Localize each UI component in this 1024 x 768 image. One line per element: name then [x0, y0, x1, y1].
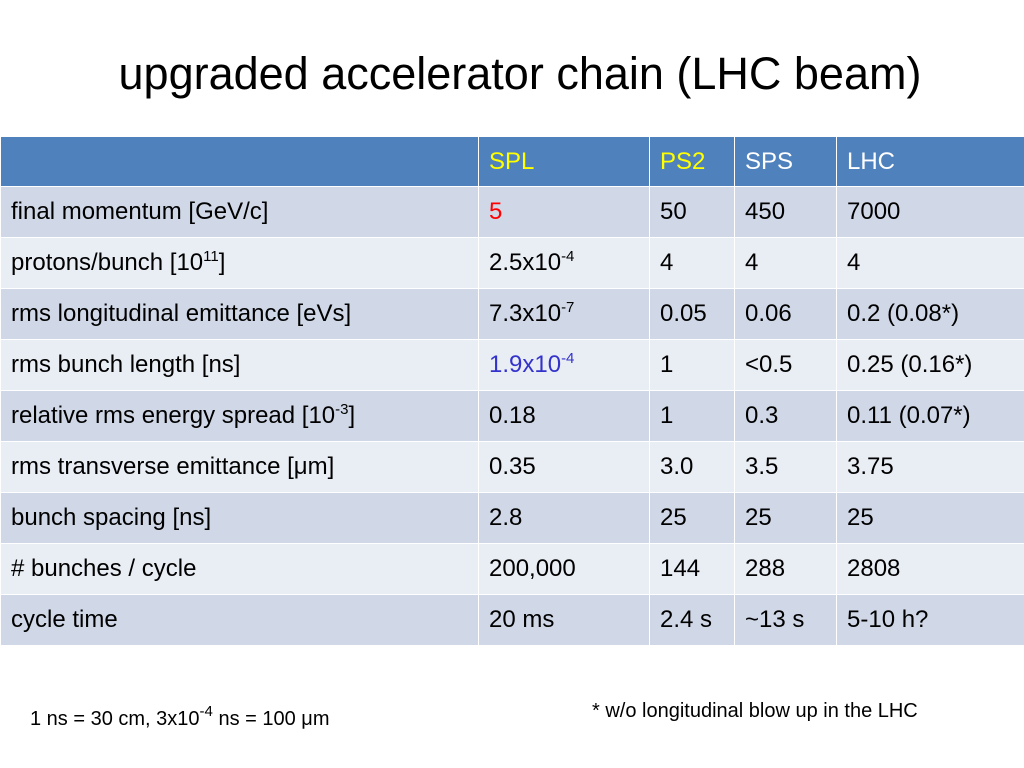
- cell-spl-base: 7.3x10: [489, 300, 562, 327]
- cell-spl-base: 2.5x10: [489, 249, 562, 276]
- cell-sps: 4: [734, 237, 837, 289]
- slide-title: upgraded accelerator chain (LHC beam): [118, 48, 922, 99]
- cell-lhc: 7000: [836, 186, 1024, 238]
- cell-spl-exponent: -4: [561, 350, 575, 367]
- table-row: final momentum [GeV/c] 5 50 450 7000: [0, 186, 1024, 238]
- table-row: # bunches / cycle 200,000 144 288 2808: [0, 543, 1024, 595]
- cell-sps: 450: [734, 186, 837, 238]
- cell-ps2: 1: [649, 390, 735, 442]
- table-row: bunch spacing [ns] 2.8 25 25 25: [0, 492, 1024, 544]
- cell-sps: 0.3: [734, 390, 837, 442]
- cell-spl: 2.8: [478, 492, 650, 544]
- row-label: rms transverse emittance [μm]: [0, 441, 479, 493]
- header-cell-spl: SPL: [478, 136, 650, 187]
- table-row: rms transverse emittance [μm] 0.35 3.0 3…: [0, 441, 1024, 493]
- cell-spl: 7.3x10-7: [478, 288, 650, 340]
- cell-lhc: 25: [836, 492, 1024, 544]
- footnote-conversion-text: 1 ns = 30 cm, 3x10: [30, 708, 200, 730]
- cell-spl: 0.18: [478, 390, 650, 442]
- row-label: # bunches / cycle: [0, 543, 479, 595]
- parameter-table: SPL PS2 SPS LHC final momentum [GeV/c] 5…: [0, 136, 1024, 646]
- row-label-exponent: -3: [335, 401, 349, 418]
- cell-spl: 2.5x10-4: [478, 237, 650, 289]
- header-cell-empty: [0, 136, 479, 187]
- row-label-suffix: ]: [348, 402, 356, 429]
- row-label-suffix: ]: [218, 249, 226, 276]
- table-row: protons/bunch [1011] 2.5x10-4 4 4 4: [0, 237, 1024, 289]
- row-label-text: relative rms energy spread [10: [11, 402, 336, 429]
- cell-ps2: 2.4 s: [649, 594, 735, 646]
- footnote-conversion-exponent: -4: [199, 703, 213, 720]
- footnote-conversion-suffix: ns = 100 μm: [212, 708, 330, 730]
- cell-lhc: 5-10 h?: [836, 594, 1024, 646]
- cell-lhc: 0.25 (0.16*): [836, 339, 1024, 391]
- row-label: protons/bunch [1011]: [0, 237, 479, 289]
- cell-sps: 3.5: [734, 441, 837, 493]
- table-row: rms bunch length [ns] 1.9x10-4 1 <0.5 0.…: [0, 339, 1024, 391]
- table-row: rms longitudinal emittance [eVs] 7.3x10-…: [0, 288, 1024, 340]
- header-cell-ps2: PS2: [649, 136, 735, 187]
- cell-lhc: 0.11 (0.07*): [836, 390, 1024, 442]
- row-label: bunch spacing [ns]: [0, 492, 479, 544]
- cell-ps2: 144: [649, 543, 735, 595]
- table-row: cycle time 20 ms 2.4 s ~13 s 5-10 h?: [0, 594, 1024, 646]
- cell-sps: 25: [734, 492, 837, 544]
- cell-spl: 20 ms: [478, 594, 650, 646]
- footnote-conversion: 1 ns = 30 cm, 3x10-4 ns = 100 μm: [30, 704, 330, 731]
- row-label: rms longitudinal emittance [eVs]: [0, 288, 479, 340]
- cell-sps: 0.06: [734, 288, 837, 340]
- cell-spl-exponent: -4: [561, 248, 575, 265]
- cell-spl: 0.35: [478, 441, 650, 493]
- row-label: cycle time: [0, 594, 479, 646]
- cell-spl: 1.9x10-4: [478, 339, 650, 391]
- cell-sps: ~13 s: [734, 594, 837, 646]
- cell-spl-base: 1.9x10: [489, 351, 562, 378]
- cell-ps2: 3.0: [649, 441, 735, 493]
- cell-lhc: 4: [836, 237, 1024, 289]
- footnote-blowup: * w/o longitudinal blow up in the LHC: [592, 700, 918, 722]
- cell-ps2: 0.05: [649, 288, 735, 340]
- cell-ps2: 25: [649, 492, 735, 544]
- cell-spl: 200,000: [478, 543, 650, 595]
- row-label-exponent: 11: [203, 248, 219, 265]
- header-cell-lhc: LHC: [836, 136, 1024, 187]
- table-header-row: SPL PS2 SPS LHC: [0, 136, 1024, 187]
- cell-ps2: 4: [649, 237, 735, 289]
- cell-lhc: 3.75: [836, 441, 1024, 493]
- table-row: relative rms energy spread [10-3] 0.18 1…: [0, 390, 1024, 442]
- cell-ps2: 1: [649, 339, 735, 391]
- cell-sps: 288: [734, 543, 837, 595]
- cell-sps: <0.5: [734, 339, 837, 391]
- row-label: relative rms energy spread [10-3]: [0, 390, 479, 442]
- row-label: rms bunch length [ns]: [0, 339, 479, 391]
- cell-ps2: 50: [649, 186, 735, 238]
- row-label: final momentum [GeV/c]: [0, 186, 479, 238]
- cell-spl-exponent: -7: [561, 299, 575, 316]
- header-cell-sps: SPS: [734, 136, 837, 187]
- cell-lhc: 0.2 (0.08*): [836, 288, 1024, 340]
- row-label-text: protons/bunch [10: [11, 249, 204, 276]
- cell-lhc: 2808: [836, 543, 1024, 595]
- cell-spl: 5: [478, 186, 650, 238]
